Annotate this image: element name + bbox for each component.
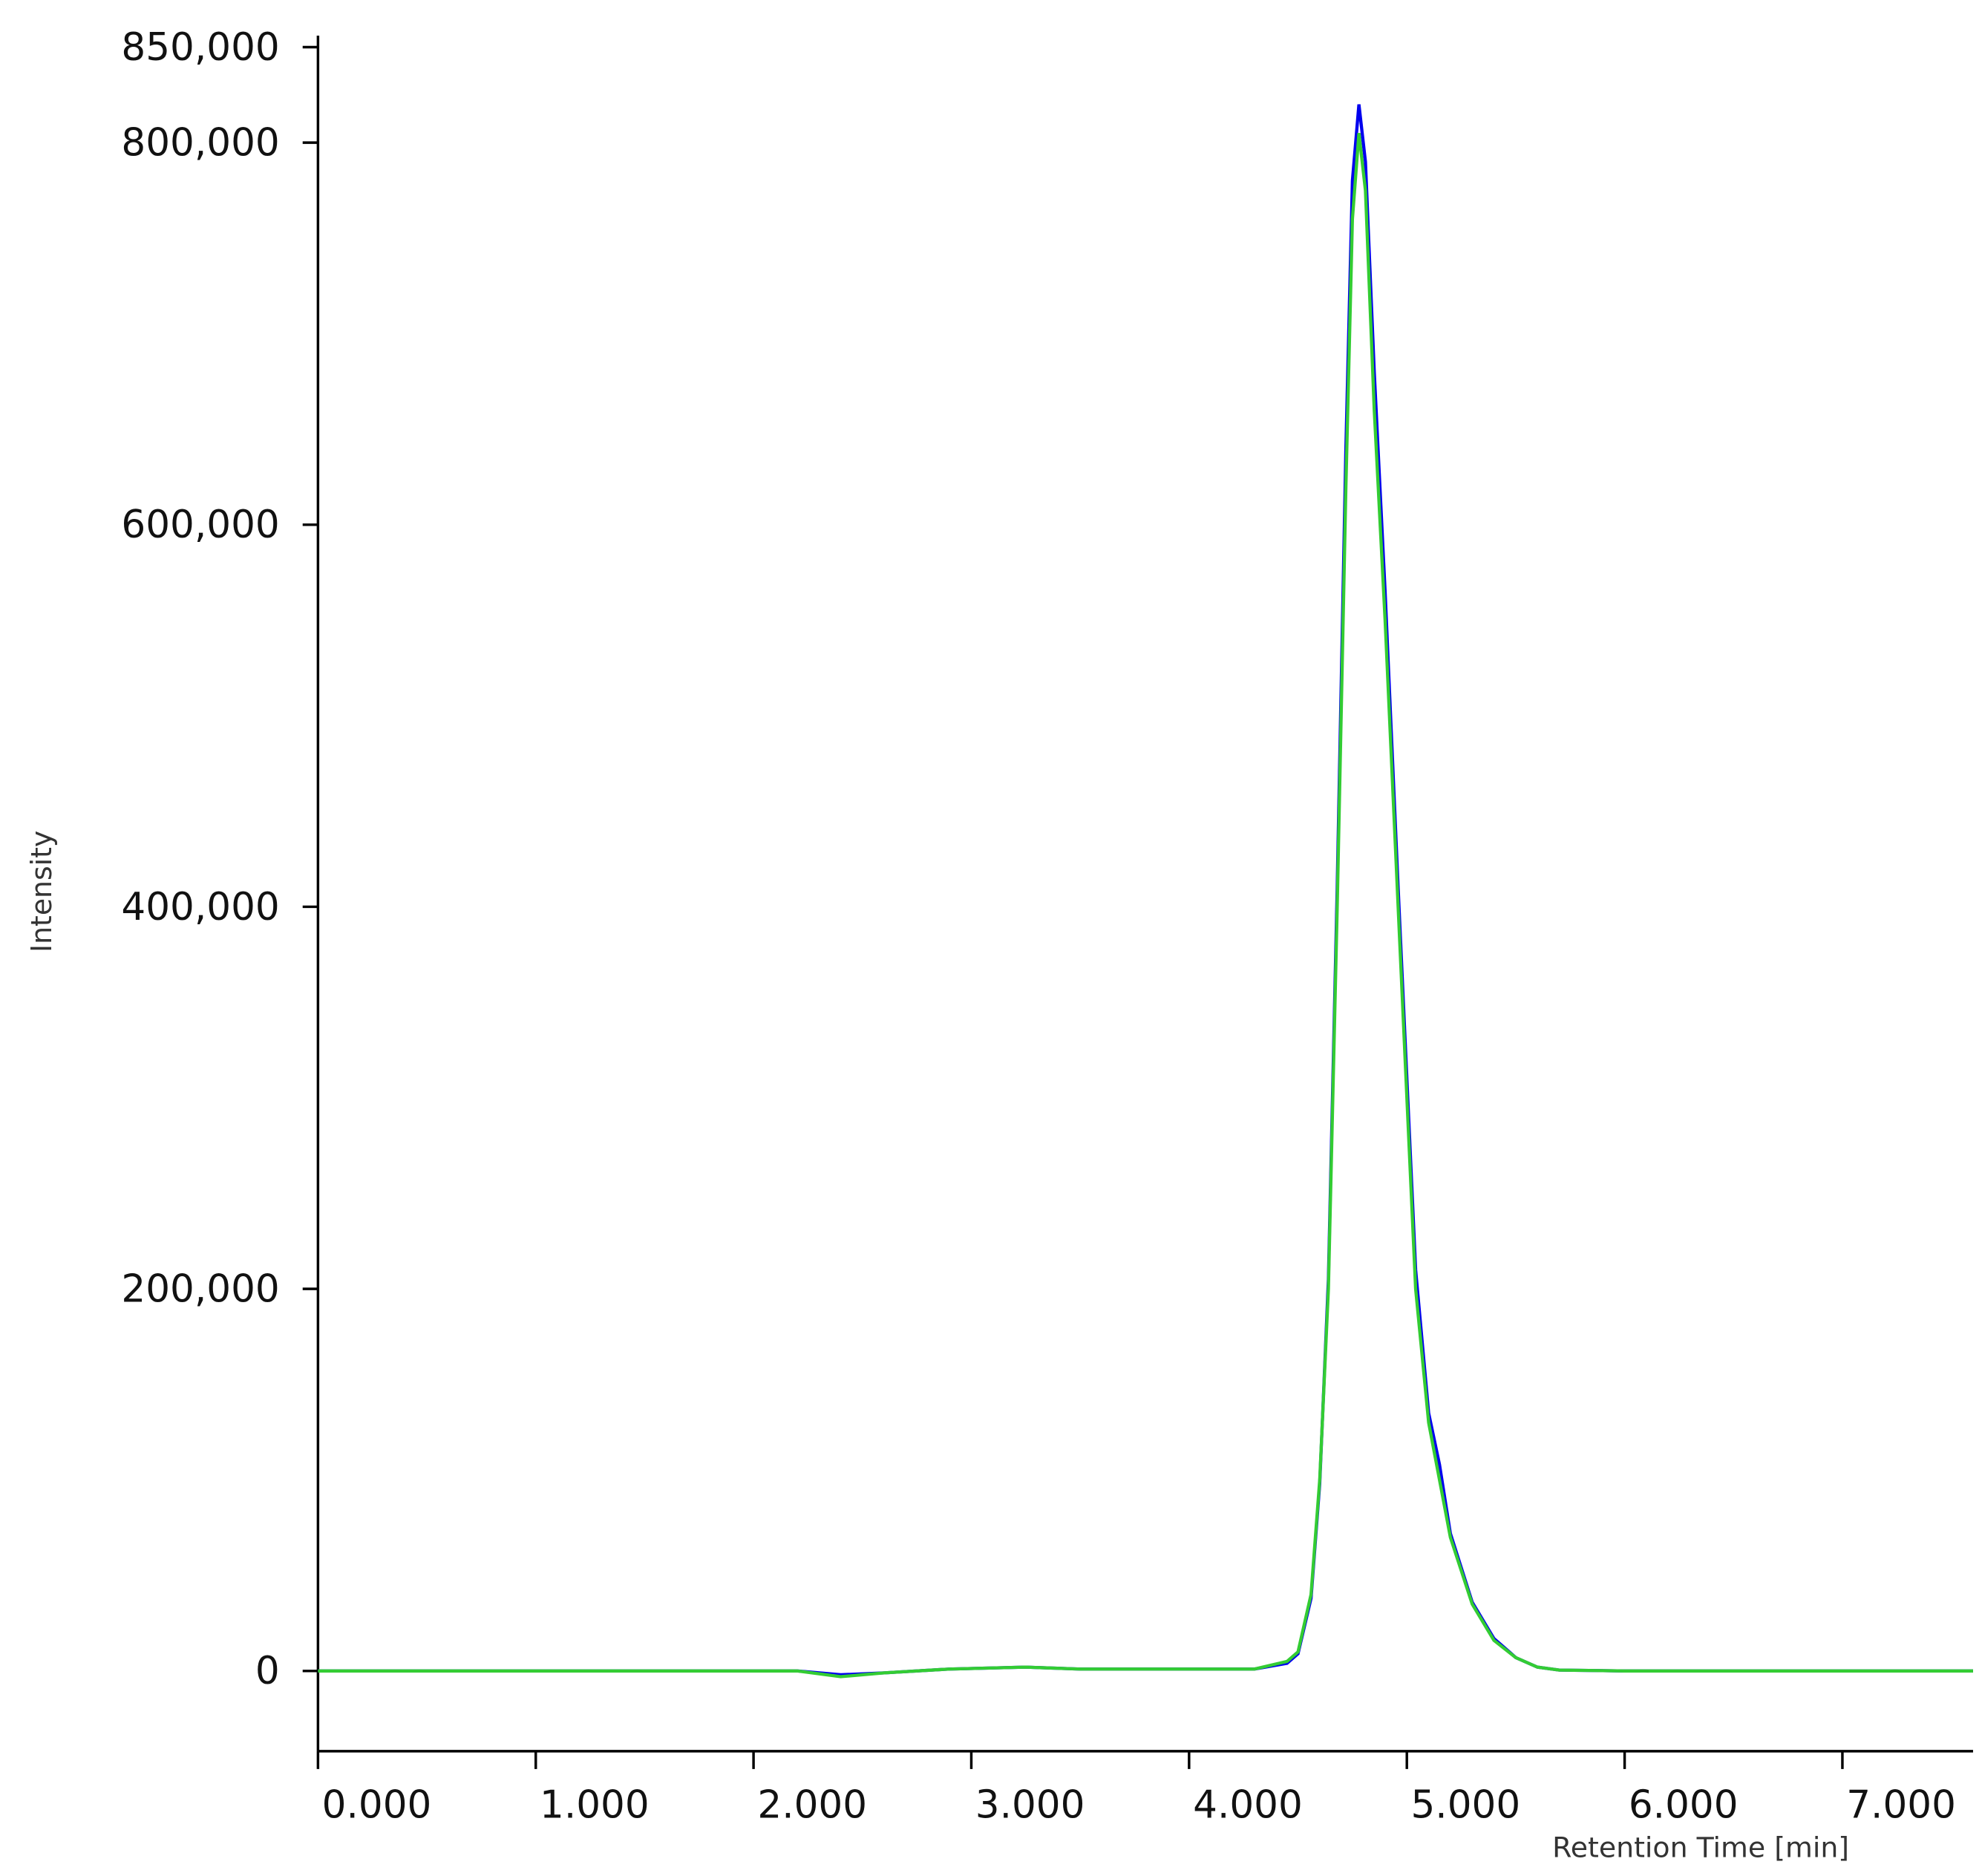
x-tick-label: 4.000 [1193,1782,1303,1827]
x-tick-label: 3.000 [975,1782,1085,1827]
y-tick-label: 0 [255,1649,280,1693]
y-tick-label: 200,000 [121,1267,279,1312]
x-tick-label: 7.000 [1846,1782,1956,1827]
y-tick-label: 850,000 [121,25,279,70]
x-tick-label: 1.000 [540,1782,650,1827]
x-tick-label: 0.000 [322,1782,432,1827]
series-line [318,133,1973,1679]
x-tick-label: 6.000 [1629,1782,1739,1827]
x-axis-label: Retention Time [min] [1552,1831,1849,1864]
x-tick-label: 2.000 [757,1782,867,1827]
x-tick-label: 5.000 [1410,1782,1520,1827]
y-tick-label: 600,000 [121,503,279,547]
series-line [318,104,1973,1677]
y-tick-label: 400,000 [121,885,279,929]
y-axis-label: Intensity [25,831,58,952]
y-tick-label: 800,000 [121,121,279,166]
